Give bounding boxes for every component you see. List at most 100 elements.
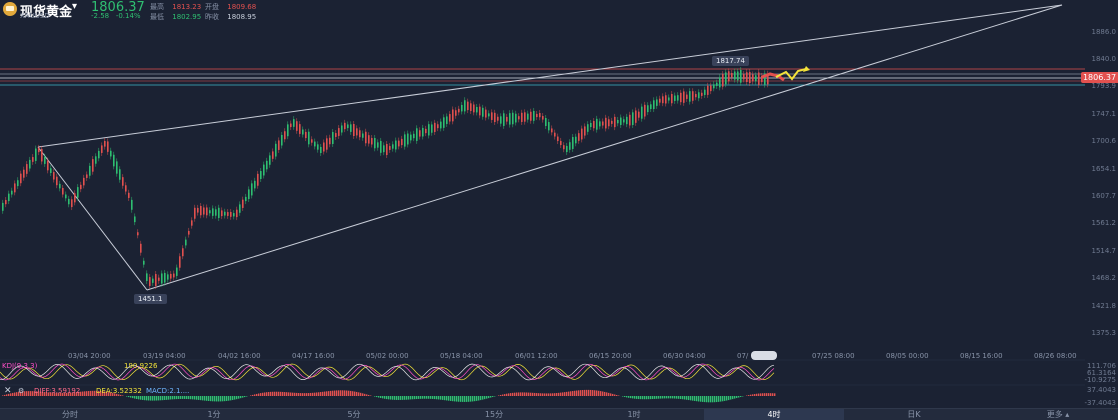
macd-bar bbox=[170, 396, 172, 400]
macd-bar bbox=[164, 396, 166, 400]
macd-bar bbox=[720, 396, 722, 402]
macd-bar bbox=[544, 393, 546, 396]
macd-bar bbox=[434, 396, 436, 400]
macd-bar bbox=[94, 390, 96, 396]
macd-bar bbox=[692, 396, 694, 401]
macd-bar bbox=[230, 396, 232, 401]
macd-bar bbox=[156, 396, 158, 401]
macd-bar bbox=[406, 396, 408, 400]
macd-bar bbox=[50, 392, 52, 396]
macd-bar bbox=[512, 392, 514, 396]
macd-axis-tick: -37.4043 bbox=[1084, 399, 1116, 407]
change-value: -2.58 bbox=[91, 12, 110, 20]
macd-bar bbox=[504, 394, 506, 396]
macd-bar bbox=[154, 396, 156, 401]
macd-bar bbox=[106, 391, 108, 396]
macd-bar bbox=[556, 393, 558, 396]
tab-5min[interactable]: 5分 bbox=[347, 410, 361, 419]
price-tick: 1886.0 bbox=[1091, 28, 1117, 36]
tab-4hour[interactable]: 4时 bbox=[704, 409, 844, 420]
macd-bar bbox=[766, 393, 768, 396]
date-tick: 05/18 04:00 bbox=[440, 352, 483, 360]
symbol-name[interactable]: 现货黄金 bbox=[20, 5, 73, 20]
macd-bar bbox=[300, 393, 302, 396]
macd-bar bbox=[690, 396, 692, 401]
macd-bar bbox=[712, 396, 714, 403]
macd-bar bbox=[452, 396, 454, 402]
macd-bar bbox=[480, 396, 482, 401]
macd-bar bbox=[76, 392, 78, 396]
macd-bar bbox=[122, 395, 124, 396]
macd-bar bbox=[366, 394, 368, 396]
macd-bar bbox=[730, 396, 732, 400]
symbol-dropdown-icon[interactable]: ▾ bbox=[72, 1, 78, 12]
price-tick: 1840.0 bbox=[1091, 55, 1117, 63]
macd-bar bbox=[204, 396, 206, 401]
macd-bar bbox=[356, 391, 358, 396]
settings-indicator-icon[interactable]: ⚙ bbox=[18, 387, 25, 395]
macd-bar bbox=[222, 396, 224, 402]
high-point-label: 1817.74 bbox=[712, 56, 749, 66]
macd-bar bbox=[722, 396, 724, 402]
tab-15min[interactable]: 15分 bbox=[484, 410, 504, 419]
macd-bar bbox=[140, 396, 142, 400]
macd-bar bbox=[294, 392, 296, 396]
macd-bar bbox=[200, 396, 202, 401]
macd-bar bbox=[474, 396, 476, 402]
macd-bar bbox=[716, 396, 718, 403]
price-tick: 1421.8 bbox=[1091, 302, 1117, 310]
tab-daily[interactable]: 日K bbox=[907, 410, 921, 419]
macd-bar bbox=[396, 396, 398, 400]
tab-1hour[interactable]: 1时 bbox=[627, 410, 641, 419]
macd-bar bbox=[210, 396, 212, 402]
macd-bar bbox=[268, 392, 270, 396]
macd-bar bbox=[638, 396, 640, 400]
macd-bar bbox=[672, 396, 674, 399]
date-tick: 03/19 04:00 bbox=[143, 352, 186, 360]
stat-open-label: 开盘 bbox=[205, 3, 219, 11]
macd-bar bbox=[482, 396, 484, 400]
macd-bar bbox=[492, 396, 494, 398]
macd-bar bbox=[312, 392, 314, 396]
macd-bar bbox=[608, 392, 610, 396]
macd-bar bbox=[278, 391, 280, 396]
macd-bar bbox=[250, 395, 252, 396]
macd-bar bbox=[260, 393, 262, 396]
macd-bar bbox=[400, 396, 402, 400]
tab-1min[interactable]: 1分 bbox=[207, 410, 221, 419]
macd-bar bbox=[650, 396, 652, 400]
macd-bar bbox=[454, 396, 456, 402]
lower-trend-line[interactable] bbox=[146, 4, 1063, 291]
caret-up-icon: ▴ bbox=[1065, 410, 1070, 419]
tab-timeshare[interactable]: 分时 bbox=[62, 410, 78, 419]
macd-bar bbox=[624, 396, 626, 397]
macd-bar bbox=[398, 396, 400, 400]
macd-bar bbox=[240, 396, 242, 399]
macd-bar bbox=[374, 396, 376, 397]
projection-yellow-arrow bbox=[775, 68, 807, 81]
macd-bar bbox=[220, 396, 222, 402]
kdj-label[interactable]: KDJ(9,3,3) bbox=[2, 362, 38, 370]
macd-bar bbox=[508, 393, 510, 396]
candlestick-chart[interactable] bbox=[0, 0, 1118, 408]
macd-bar bbox=[266, 392, 268, 396]
date-tick: 08/26 08:00 bbox=[1034, 352, 1077, 360]
macd-bar bbox=[748, 395, 750, 396]
macd-bar bbox=[100, 391, 102, 396]
macd-bar bbox=[190, 396, 192, 400]
macd-bar bbox=[772, 393, 774, 396]
macd-bar bbox=[550, 393, 552, 396]
upper-trend-line[interactable] bbox=[37, 4, 1063, 148]
macd-bar bbox=[756, 393, 758, 396]
macd-bar bbox=[264, 392, 266, 396]
price-tick: 1654.1 bbox=[1091, 165, 1117, 173]
macd-bar bbox=[686, 396, 688, 400]
kdj-value: 190.9226 bbox=[124, 362, 158, 370]
macd-bar bbox=[602, 391, 604, 396]
macd-bar bbox=[64, 392, 66, 396]
macd-bar bbox=[58, 392, 60, 396]
drawdown-line[interactable] bbox=[37, 146, 148, 291]
close-indicator-icon[interactable]: ✕ bbox=[4, 386, 12, 396]
tab-more[interactable]: 更多 ▴ bbox=[988, 409, 1118, 420]
macd-bar bbox=[90, 390, 92, 396]
